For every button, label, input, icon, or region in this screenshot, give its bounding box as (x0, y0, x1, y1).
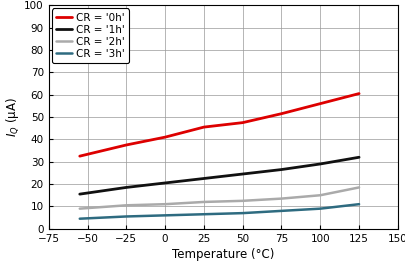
CR = '2h' (124, 204, 128, 207)
CR = '3h' (356, 203, 360, 206)
CR = '1h' (124, 186, 128, 189)
Line: CR = '0h': CR = '0h' (79, 94, 358, 156)
CR = '1h' (317, 162, 322, 165)
Line: CR = '3h': CR = '3h' (79, 204, 358, 219)
CR = '3h' (77, 217, 82, 220)
CR = '2h' (77, 207, 82, 210)
CR = '2h' (240, 199, 245, 202)
CR = '0h' (356, 92, 360, 95)
Legend: CR = '0h', CR = '1h', CR = '2h', CR = '3h': CR = '0h', CR = '1h', CR = '2h', CR = '3… (52, 9, 128, 63)
CR = '0h' (278, 112, 283, 115)
Line: CR = '2h': CR = '2h' (79, 188, 358, 209)
CR = '1h' (77, 193, 82, 196)
CR = '0h' (317, 102, 322, 105)
CR = '3h' (317, 207, 322, 210)
CR = '0h' (240, 121, 245, 124)
CR = '3h' (124, 215, 128, 218)
CR = '1h' (162, 181, 167, 185)
CR = '2h' (317, 194, 322, 197)
CR = '0h' (201, 126, 206, 129)
CR = '1h' (240, 172, 245, 176)
X-axis label: Temperature (°C): Temperature (°C) (172, 248, 274, 261)
CR = '3h' (240, 211, 245, 215)
CR = '0h' (77, 155, 82, 158)
Y-axis label: $I_Q$ (μA): $I_Q$ (μA) (5, 97, 21, 137)
CR = '1h' (278, 168, 283, 171)
CR = '1h' (201, 177, 206, 180)
CR = '1h' (356, 156, 360, 159)
CR = '2h' (356, 186, 360, 189)
CR = '0h' (162, 136, 167, 139)
CR = '3h' (278, 209, 283, 213)
CR = '2h' (201, 200, 206, 203)
CR = '2h' (162, 203, 167, 206)
Line: CR = '1h': CR = '1h' (79, 157, 358, 194)
CR = '3h' (201, 213, 206, 216)
CR = '2h' (278, 197, 283, 200)
CR = '0h' (124, 143, 128, 147)
CR = '3h' (162, 214, 167, 217)
